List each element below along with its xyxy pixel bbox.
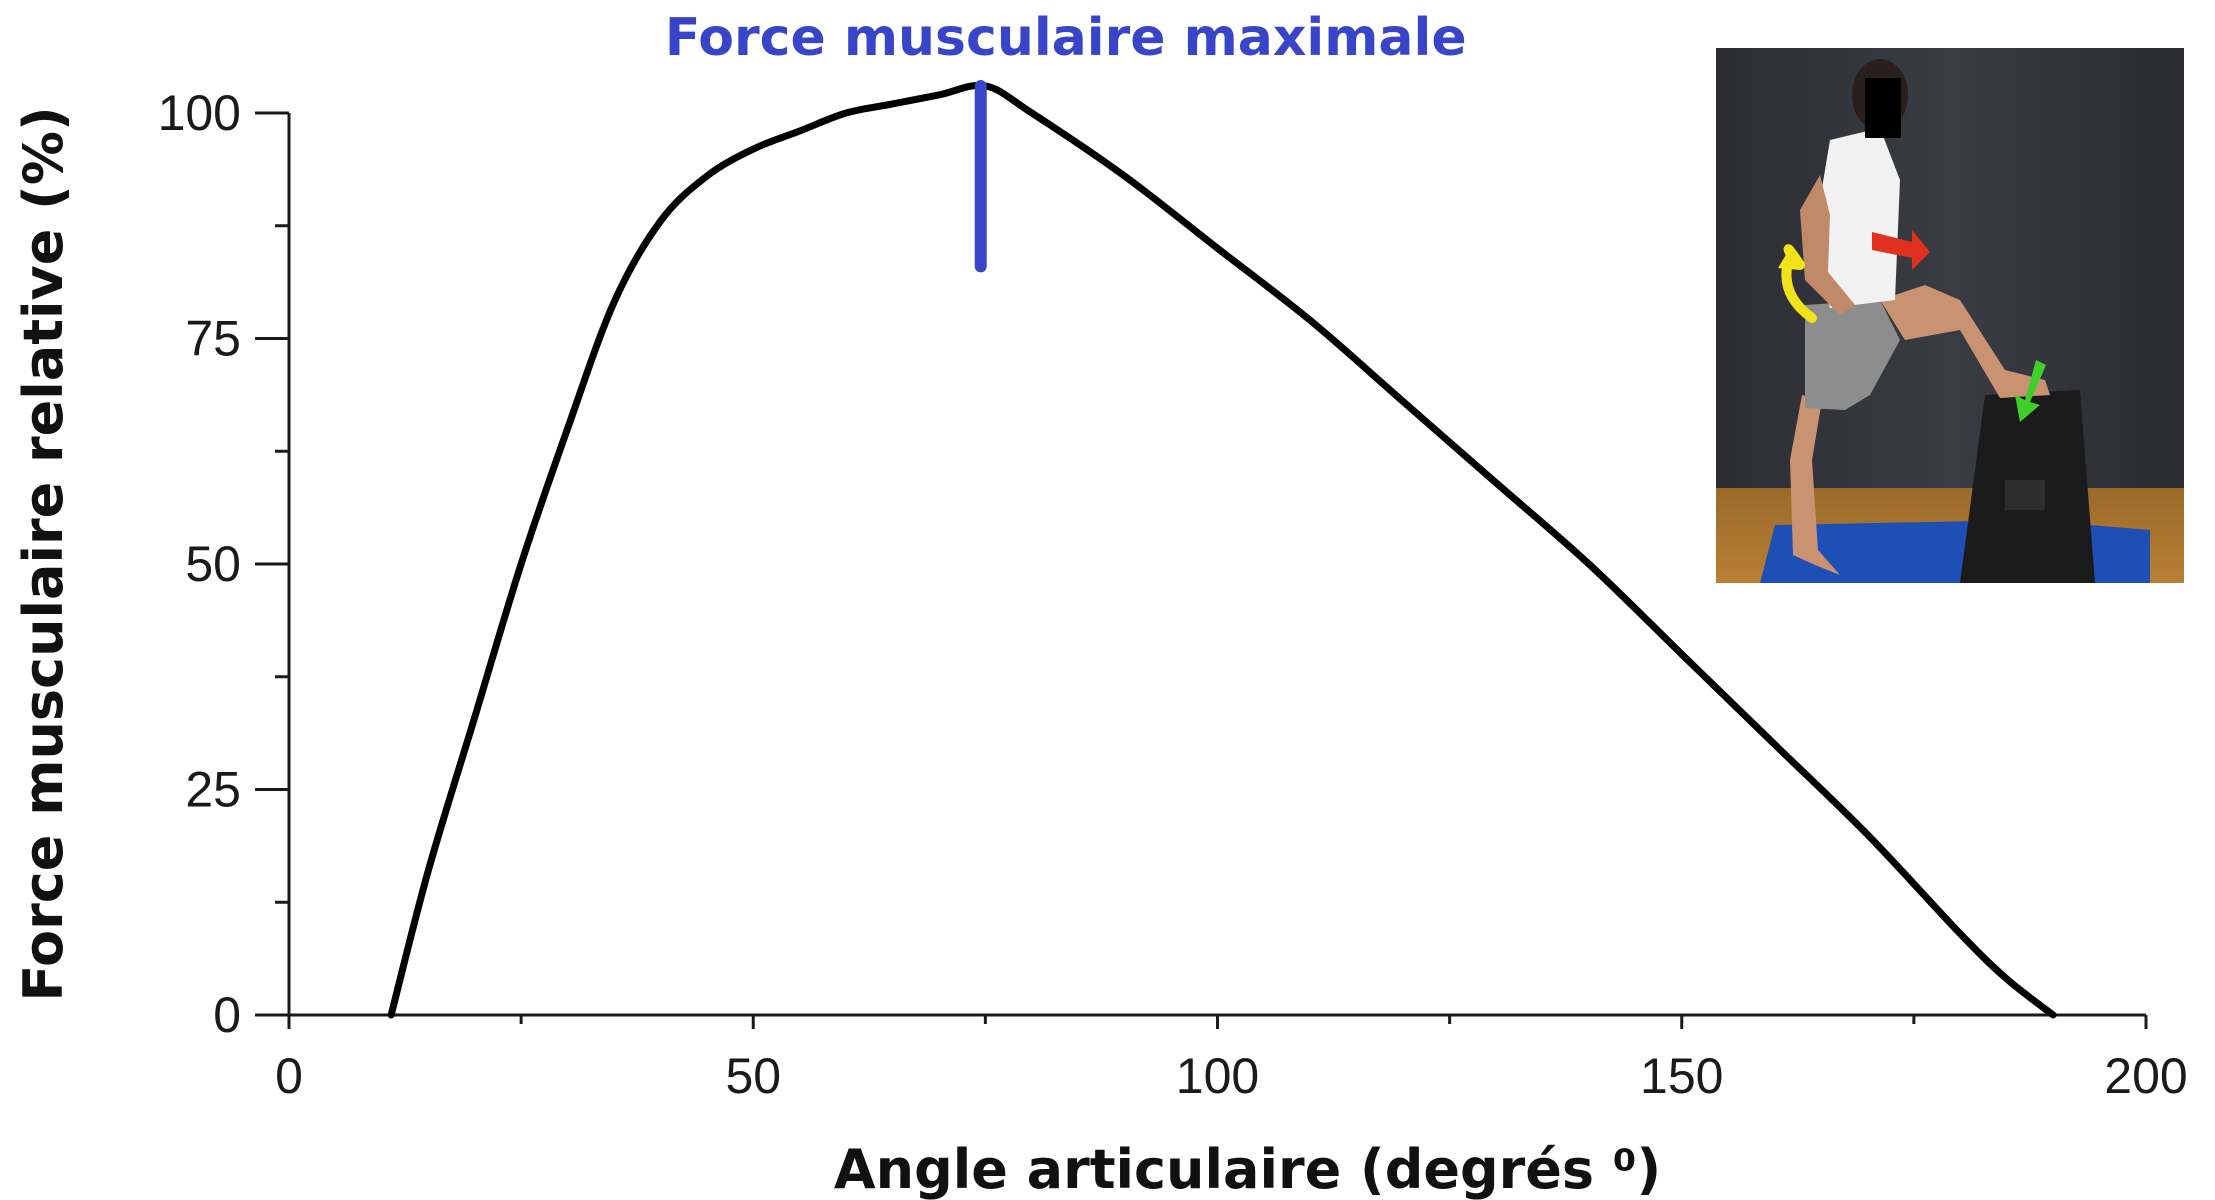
photo-shirt (1815, 128, 1900, 308)
y-tick-label: 50 (185, 536, 241, 592)
x-axis-title: Angle articulaire (degrés ⁰) (834, 1138, 1661, 1200)
red-arrow-icon (1872, 230, 1930, 270)
y-axis-title: Force musculaire relative (%) (12, 106, 75, 1001)
x-tick-label: 100 (1176, 1048, 1259, 1104)
force-angle-curve (387, 81, 2057, 1019)
y-tick-label: 25 (185, 762, 241, 818)
y-tick-label: 0 (213, 987, 241, 1043)
x-tick-label: 150 (1640, 1048, 1723, 1104)
x-tick-label: 200 (2104, 1048, 2187, 1104)
max-force-label: Force musculaire maximale (665, 8, 1467, 68)
photo-shorts (1805, 300, 1900, 410)
x-tick-label: 50 (725, 1048, 781, 1104)
photo-face-mask (1865, 78, 1901, 138)
photo-arm (1800, 175, 1855, 315)
x-tick-label: 0 (275, 1048, 303, 1104)
y-tick-label: 100 (158, 85, 241, 141)
photo-standing-leg (1790, 395, 1840, 575)
yellow-arrowhead (1778, 248, 1800, 270)
ticks-layer: 0 50 100 150 200 0 25 50 75 100 (158, 85, 2188, 1104)
green-arrow-icon (2015, 360, 2046, 422)
y-tick-label: 75 (185, 311, 241, 367)
exercise-photo (1716, 48, 2184, 583)
photo-raised-leg (1880, 285, 2050, 398)
